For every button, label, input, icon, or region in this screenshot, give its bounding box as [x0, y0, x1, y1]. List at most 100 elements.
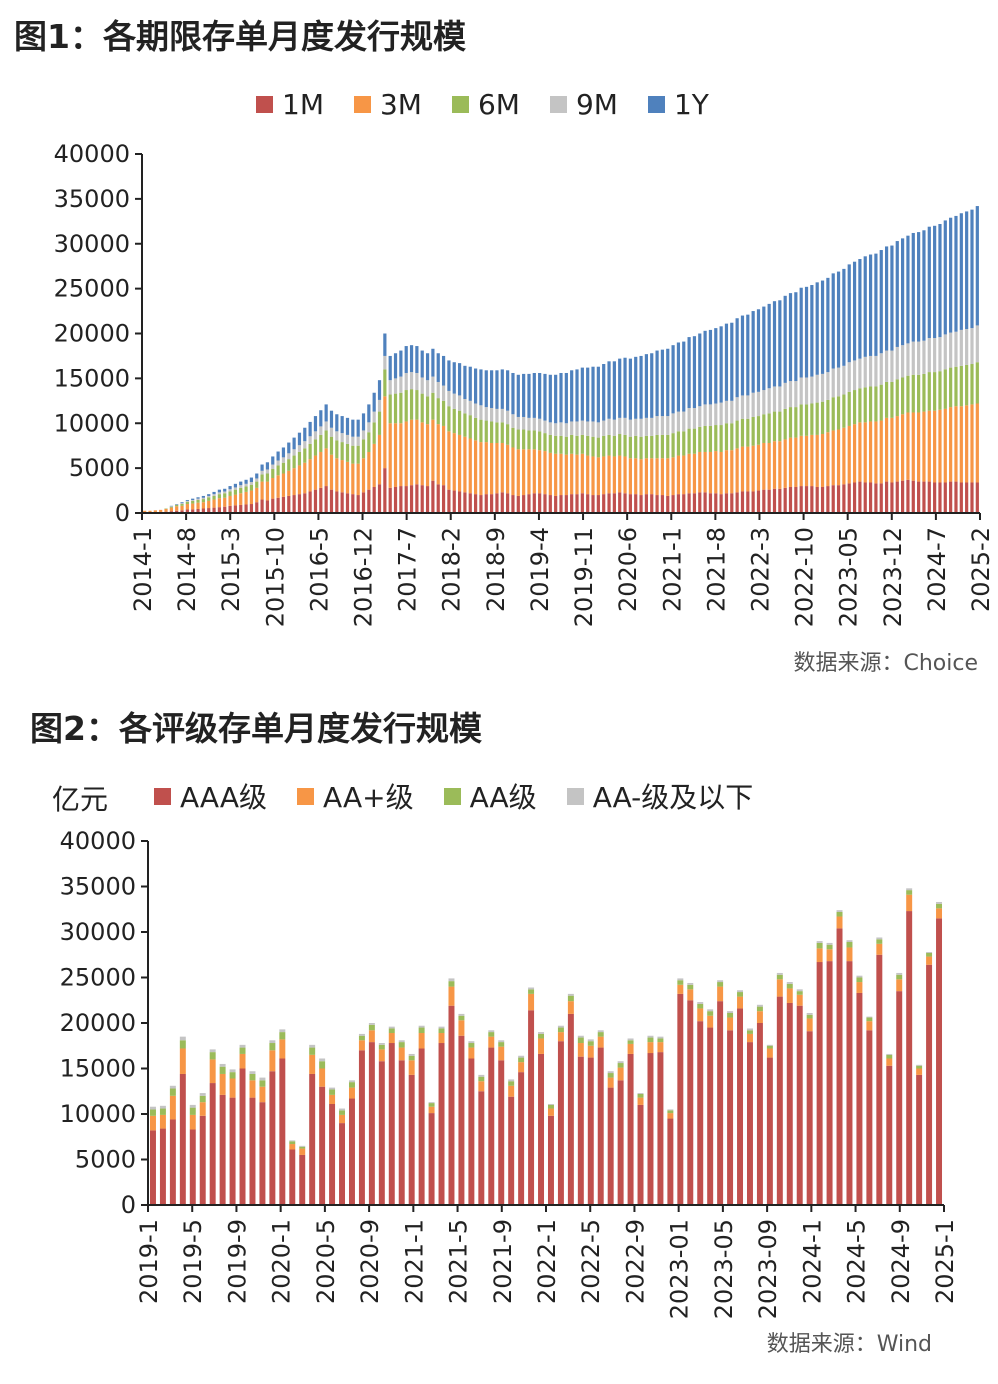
figure-1-bar-segment: [361, 413, 366, 431]
figure-2-bar-segment: [916, 1074, 923, 1205]
figure-1-bar-segment: [447, 406, 451, 432]
figure-1-bar-segment: [730, 400, 734, 424]
figure-1-bar-segment: [484, 407, 488, 421]
figure-2-bar-segment: [348, 1087, 355, 1099]
figure-1-bar-segment: [628, 358, 632, 420]
figure-2-bar-segment: [518, 1057, 525, 1063]
figure-2-bar-segment: [428, 1113, 435, 1205]
figure-1-x-tick-label: 2022-3: [746, 527, 774, 612]
figure-1-bar-segment: [911, 374, 915, 413]
figure-1-bar-segment: [965, 482, 969, 513]
figure-2-bar-segment: [209, 1052, 216, 1060]
figure-2-bar-segment: [707, 1009, 714, 1012]
figure-2-bar-segment: [637, 1093, 644, 1094]
figure-1-bar-segment: [148, 510, 152, 513]
figure-1-bar-segment: [607, 418, 611, 435]
figure-2-bar-segment: [199, 1093, 206, 1096]
figure-1-bar-segment: [660, 434, 665, 459]
figure-1-bar-segment: [820, 401, 825, 435]
figure-2-bar-segment: [806, 1014, 813, 1019]
figure-1-bar-segment: [393, 423, 398, 487]
figure-1-bar-segment: [644, 458, 648, 495]
figure-1-bar-segment: [383, 355, 387, 370]
figure-2-bar-segment: [299, 1148, 306, 1155]
figure-1-bar-segment: [783, 382, 787, 409]
figure-1-bar-segment: [308, 421, 312, 437]
figure-1-bar-segment: [239, 481, 243, 486]
figure-1-bar-segment: [345, 461, 350, 494]
figure-1-bar-segment: [265, 473, 270, 482]
figure-1-bar-segment: [655, 350, 659, 417]
figure-2-bar-segment: [468, 1058, 475, 1205]
figure-1-bar-segment: [340, 460, 344, 493]
figure-1-bar-segment: [474, 368, 478, 404]
figure-1-bar-segment: [249, 477, 254, 483]
figure-1-bar-segment: [313, 439, 318, 456]
figure-1-bar-segment: [532, 449, 536, 494]
figure-1-bar-segment: [527, 449, 531, 495]
figure-1-bar-segment: [628, 436, 632, 459]
figure-1-bar-segment: [628, 494, 632, 513]
figure-1-bar-segment: [180, 502, 184, 504]
figure-1-x-tick-label: 2015-3: [217, 527, 245, 612]
figure-1-bar-segment: [831, 397, 835, 431]
figure-1-bar-segment: [938, 482, 942, 513]
figure-2-bar-segment: [557, 1027, 564, 1033]
figure-2-bar-segment: [538, 1038, 545, 1054]
figure-1-bar-segment: [708, 329, 713, 405]
figure-1-bar-segment: [735, 492, 739, 513]
figure-1-bar-segment: [922, 411, 926, 482]
figure-2-bar-segment: [249, 1080, 256, 1098]
figure-1-bar-segment: [687, 493, 691, 513]
figure-1-bar-segment: [874, 483, 878, 513]
figure-1-legend-item-3: 9M: [549, 88, 618, 121]
figure-1-bar-segment: [901, 414, 905, 481]
figure-1-bar-segment: [516, 429, 520, 450]
figure-1-bar-segment: [255, 478, 259, 482]
figure-1-bar-segment: [687, 337, 691, 408]
figure-2-bar-segment: [776, 974, 783, 980]
figure-2-x-tick-label: 2021-9: [489, 1219, 517, 1304]
figure-1-bar-segment: [436, 398, 440, 425]
figure-2-bar-segment: [358, 1050, 365, 1205]
figure-1-bar-segment: [650, 353, 654, 418]
figure-1-bar-segment: [559, 453, 563, 496]
figure-1-bar-segment: [415, 346, 419, 373]
figure-1-bar-segment: [676, 431, 681, 456]
figure-1-bar-segment: [628, 419, 632, 437]
figure-1-bar-segment: [858, 388, 862, 423]
figure-1-bar-segment: [954, 366, 958, 407]
figure-1-bar-segment: [276, 497, 280, 513]
figure-2-bar-segment: [906, 888, 913, 891]
figure-1-bar-segment: [372, 486, 376, 513]
figure-2-y-tick-label: 30000: [60, 918, 136, 946]
figure-1-bar-segment: [329, 410, 334, 428]
figure-2-bar-segment: [209, 1049, 216, 1053]
figure-1-bar-segment: [826, 399, 830, 433]
figure-1-bar-segment: [847, 483, 851, 513]
figure-1-x-tick-label: 2017-7: [394, 527, 422, 612]
figure-1-bar-segment: [506, 370, 510, 411]
figure-1-x-tick-label: 2021-1: [658, 527, 686, 612]
figure-2-legend-item-0: AAA级: [154, 776, 267, 816]
figure-1-bar-segment: [634, 356, 638, 419]
figure-1-bar-segment: [276, 451, 280, 461]
figure-1-bar-segment: [522, 429, 526, 450]
figure-2-bar-segment: [508, 1081, 515, 1086]
figure-1-bar-segment: [820, 434, 825, 487]
figure-1-bar-segment: [361, 492, 366, 513]
figure-1-bar-segment: [457, 410, 462, 435]
figure-2-legend-item-1: AA+级: [297, 776, 414, 816]
figure-1-bar-segment: [271, 464, 275, 470]
figure-1-bar-segment: [655, 495, 659, 513]
figure-1-bar-segment: [634, 435, 638, 459]
figure-1-bar-segment: [425, 486, 430, 513]
figure-2-bar-segment: [746, 1042, 753, 1205]
figure-1-bar-segment: [703, 425, 707, 452]
figure-2-bar-segment: [766, 1045, 773, 1049]
figure-1-title: 图1：各期限存单月度发行规模: [14, 17, 466, 56]
figure-2-bar-segment: [209, 1059, 216, 1084]
figure-1-bar-segment: [863, 482, 867, 513]
figure-1-bar-segment: [522, 495, 526, 513]
figure-2-bar-segment: [309, 1047, 316, 1055]
